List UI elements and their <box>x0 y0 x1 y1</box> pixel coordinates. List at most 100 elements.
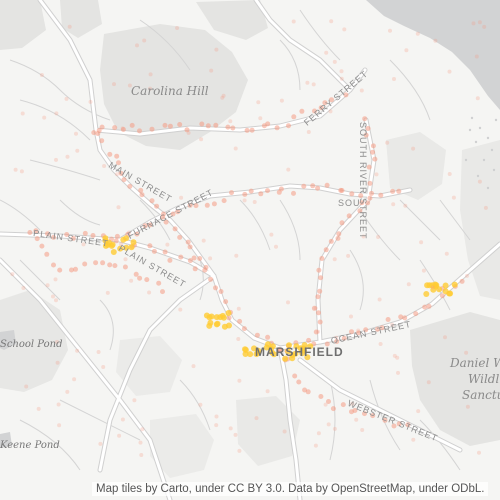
heat-dot <box>64 96 69 101</box>
heat-dot <box>102 164 107 168</box>
heat-dot <box>45 283 50 288</box>
heat-dot <box>265 334 271 340</box>
heat-dot <box>133 271 139 277</box>
heat-dot <box>209 68 214 73</box>
heat-dot <box>170 211 176 217</box>
heat-dot <box>221 323 228 330</box>
heat-dot <box>367 195 373 201</box>
heat-dot <box>362 116 368 122</box>
heat-dot <box>233 146 238 151</box>
heat-dot <box>112 263 118 269</box>
heat-dot <box>65 154 70 159</box>
heat-dot <box>391 202 396 207</box>
heat-dot <box>167 123 173 129</box>
heat-dot <box>214 414 219 419</box>
heat-dot <box>90 233 96 238</box>
heat-dot <box>112 82 116 87</box>
heat-dot <box>249 127 255 133</box>
heat-dot <box>313 306 318 311</box>
heat-dot <box>291 114 297 120</box>
heat-dot <box>306 130 311 134</box>
heat-dot <box>91 130 97 136</box>
heat-dot <box>99 124 105 130</box>
heat-dot <box>286 342 292 349</box>
heat-dot <box>199 121 205 127</box>
heat-dot <box>358 193 364 199</box>
heat-dot <box>138 187 144 193</box>
heat-dot <box>236 337 241 341</box>
heat-dot <box>475 96 480 101</box>
heat-dot <box>24 384 29 389</box>
heat-dot <box>422 304 428 310</box>
heat-dot <box>395 355 400 360</box>
heat-dot <box>10 272 15 277</box>
heat-dot <box>100 260 106 266</box>
heat-dot <box>107 151 113 157</box>
heat-dot <box>483 205 488 210</box>
heat-dot <box>44 251 50 257</box>
heat-dot <box>221 93 226 98</box>
heat-dot <box>269 232 274 237</box>
heat-dot <box>419 240 424 245</box>
heat-dot <box>149 198 155 204</box>
heat-dot <box>223 299 229 305</box>
heat-dot <box>75 348 80 353</box>
heat-dot <box>286 300 290 305</box>
heat-dot <box>120 126 125 131</box>
heat-dot <box>213 314 220 321</box>
heat-dot <box>20 111 25 116</box>
heat-dot <box>99 138 105 144</box>
heat-dot <box>116 205 121 210</box>
heat-dot <box>339 188 345 193</box>
heat-dot <box>326 422 331 427</box>
heat-dot <box>127 183 133 189</box>
heat-dot <box>326 399 331 404</box>
heat-dot <box>316 431 321 436</box>
heat-dot <box>64 232 70 237</box>
heat-dot <box>334 339 340 344</box>
heat-dot <box>229 190 234 196</box>
heat-dot <box>208 276 214 282</box>
heat-dot <box>313 329 319 335</box>
heat-dot <box>211 201 217 207</box>
heat-dot <box>82 261 88 267</box>
heat-dot <box>198 402 203 407</box>
heat-dot <box>328 238 334 244</box>
heat-dot <box>120 417 125 422</box>
heat-dot <box>165 242 170 247</box>
heat-dot <box>105 239 112 246</box>
heat-dot <box>330 406 336 412</box>
heat-dot <box>107 262 113 268</box>
heat-dot <box>335 235 341 241</box>
heat-dot <box>391 423 397 429</box>
heat-dot <box>55 360 60 365</box>
heat-dot <box>430 285 435 290</box>
heat-dot <box>51 294 55 299</box>
heat-dot <box>439 293 445 299</box>
heat-dot <box>137 128 142 134</box>
heat-dot <box>370 413 376 419</box>
heat-dot <box>370 149 376 155</box>
heat-dot <box>340 402 346 408</box>
heat-dot <box>56 402 61 407</box>
heat-dot <box>350 401 355 406</box>
heat-dot <box>88 99 93 104</box>
heat-dot <box>228 119 233 124</box>
heat-dot <box>72 377 77 382</box>
heat-dot <box>178 254 184 260</box>
heat-dot <box>81 242 86 247</box>
heat-dot <box>75 148 80 153</box>
heat-dot <box>278 186 284 192</box>
heat-dot <box>139 192 145 198</box>
heat-dot <box>379 325 385 331</box>
heat-dot <box>442 288 449 295</box>
heat-dot <box>218 289 224 294</box>
heat-dot <box>256 100 261 105</box>
heat-dot <box>117 245 124 252</box>
heat-dot <box>197 256 203 261</box>
heat-dot <box>352 408 358 413</box>
heat-dot <box>134 231 140 237</box>
heat-dot <box>201 238 206 243</box>
